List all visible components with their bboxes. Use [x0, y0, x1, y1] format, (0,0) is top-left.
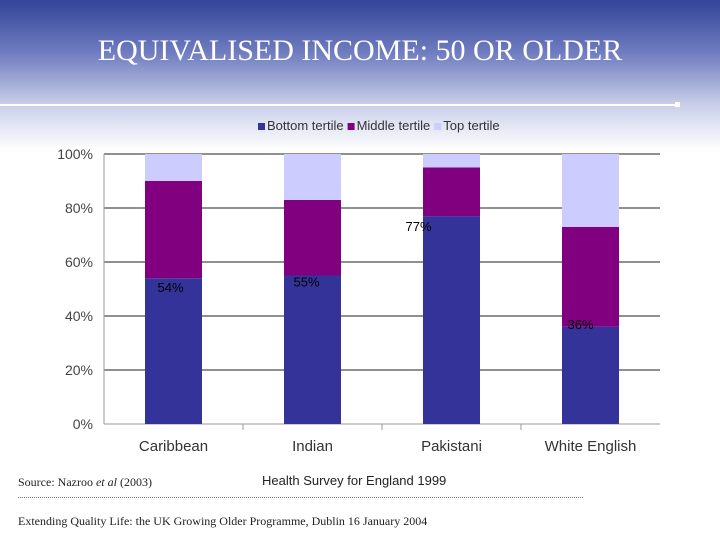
bar-middle-tertile: [423, 167, 480, 217]
title-rule: [0, 104, 677, 106]
bar-bottom-tertile: [284, 275, 341, 424]
source-citation: Source: Nazroo et al (2003): [18, 475, 152, 490]
bar-top-tertile: [423, 154, 480, 168]
bar-middle-tertile: [284, 199, 341, 276]
x-tick-label: Caribbean: [139, 438, 208, 455]
legend-swatch: [258, 123, 265, 130]
y-tick-label: 80%: [65, 200, 93, 216]
x-tick-label: Pakistani: [421, 438, 482, 455]
legend-label: Bottom tertile: [267, 118, 344, 133]
bar-middle-tertile: [562, 226, 619, 327]
bar-top-tertile: [284, 154, 341, 200]
legend-label: Top tertile: [443, 118, 499, 133]
bar-top-tertile: [145, 154, 202, 181]
source-prefix: Source: Nazroo: [18, 475, 96, 489]
data-label: 54%: [157, 280, 183, 295]
footer-rule: [18, 497, 583, 498]
header-band: [0, 0, 720, 150]
bar-bottom-tertile: [145, 278, 202, 424]
x-tick-label: White English: [545, 438, 637, 455]
legend-swatch: [347, 123, 355, 130]
title-rule-end: [675, 102, 680, 107]
y-tick-label: 60%: [65, 254, 93, 270]
data-label: 36%: [567, 317, 593, 332]
data-label: 55%: [293, 275, 319, 290]
legend-label: Middle tertile: [357, 118, 431, 133]
data-label: 77%: [405, 219, 431, 234]
x-tick-label: Indian: [292, 438, 333, 455]
y-tick-label: 40%: [65, 308, 93, 324]
stacked-bar-chart: 0% 20% 40% 60% 80% 100% Caribbean Indian Pakista…: [57, 118, 660, 455]
legend-swatch: [434, 123, 442, 130]
source-italic: et al: [95, 475, 117, 489]
survey-caption: Health Survey for England 1999: [262, 473, 447, 488]
y-tick-label: 100%: [57, 146, 93, 162]
bar-bottom-tertile: [562, 326, 619, 424]
slide-title: EQUIVALISED INCOME: 50 OR OLDER: [97, 34, 623, 67]
y-tick-label: 0%: [73, 416, 93, 432]
bar-top-tertile: [562, 154, 619, 227]
footer-text: Extending Quality Life: the UK Growing O…: [18, 514, 428, 528]
bar-bottom-tertile: [423, 216, 480, 424]
y-tick-label: 20%: [65, 362, 93, 378]
source-suffix: (2003): [116, 475, 152, 489]
bar-middle-tertile: [145, 181, 202, 279]
